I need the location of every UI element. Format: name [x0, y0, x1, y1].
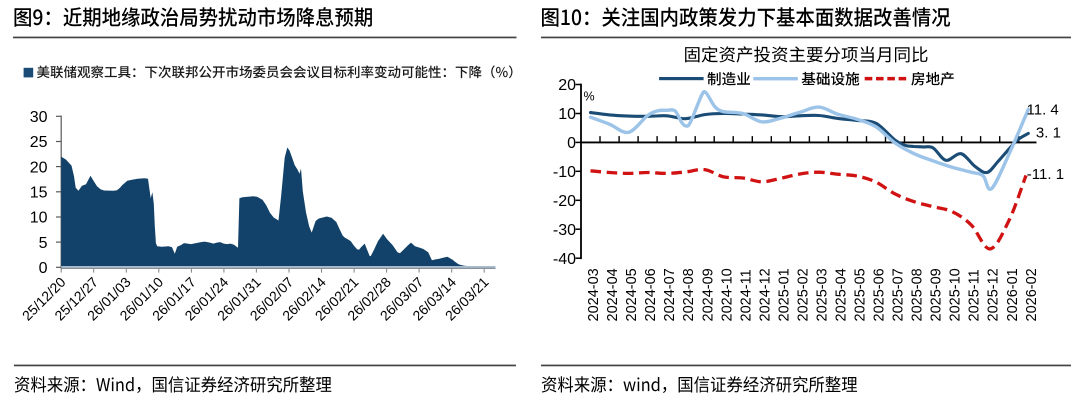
svg-text:10: 10 — [30, 210, 48, 227]
svg-text:15: 15 — [30, 185, 48, 202]
svg-text:2024-05: 2024-05 — [624, 268, 640, 321]
svg-text:2024-04: 2024-04 — [605, 268, 621, 321]
svg-text:-20: -20 — [553, 193, 576, 210]
svg-text:2025-08: 2025-08 — [910, 268, 926, 321]
svg-text:2025-03: 2025-03 — [815, 268, 831, 321]
svg-text:5: 5 — [39, 235, 48, 252]
svg-text:2025-01: 2025-01 — [776, 268, 792, 321]
svg-text:30: 30 — [30, 109, 48, 126]
svg-text:2024-11: 2024-11 — [738, 269, 754, 321]
svg-text:2025-06: 2025-06 — [872, 268, 888, 321]
svg-text:20: 20 — [30, 159, 48, 176]
svg-text:2024-07: 2024-07 — [662, 268, 678, 321]
svg-text:2024-12: 2024-12 — [757, 268, 773, 321]
svg-text:25: 25 — [30, 134, 48, 151]
svg-text:2025-10: 2025-10 — [948, 268, 964, 321]
svg-text:0: 0 — [39, 260, 48, 277]
svg-text:2025-02: 2025-02 — [795, 268, 811, 321]
svg-text:2025-05: 2025-05 — [853, 268, 869, 321]
svg-text:2024-08: 2024-08 — [681, 268, 697, 321]
svg-text:2026-01: 2026-01 — [1005, 268, 1021, 321]
svg-text:2025-09: 2025-09 — [929, 268, 945, 321]
svg-text:3. 1: 3. 1 — [1036, 124, 1061, 141]
svg-text:-10: -10 — [553, 164, 576, 181]
svg-text:2025-12: 2025-12 — [986, 268, 1002, 321]
svg-text:11. 4: 11. 4 — [1027, 101, 1059, 118]
svg-text:-40: -40 — [553, 251, 576, 268]
svg-text:2025-11: 2025-11 — [967, 269, 983, 321]
svg-text:2024-10: 2024-10 — [719, 268, 735, 321]
svg-text:%: % — [584, 90, 595, 104]
svg-text:2025-07: 2025-07 — [891, 268, 907, 321]
svg-text:-30: -30 — [553, 222, 576, 239]
svg-text:2025-04: 2025-04 — [834, 268, 850, 321]
svg-text:2024-06: 2024-06 — [643, 268, 659, 321]
svg-text:0: 0 — [567, 135, 576, 152]
svg-text:2024-09: 2024-09 — [700, 268, 716, 321]
svg-text:10: 10 — [558, 106, 576, 123]
svg-text:-11. 1: -11. 1 — [1027, 166, 1064, 183]
svg-text:20: 20 — [558, 77, 576, 94]
svg-text:2026-02: 2026-02 — [1024, 268, 1040, 321]
svg-text:2024-03: 2024-03 — [586, 268, 602, 321]
